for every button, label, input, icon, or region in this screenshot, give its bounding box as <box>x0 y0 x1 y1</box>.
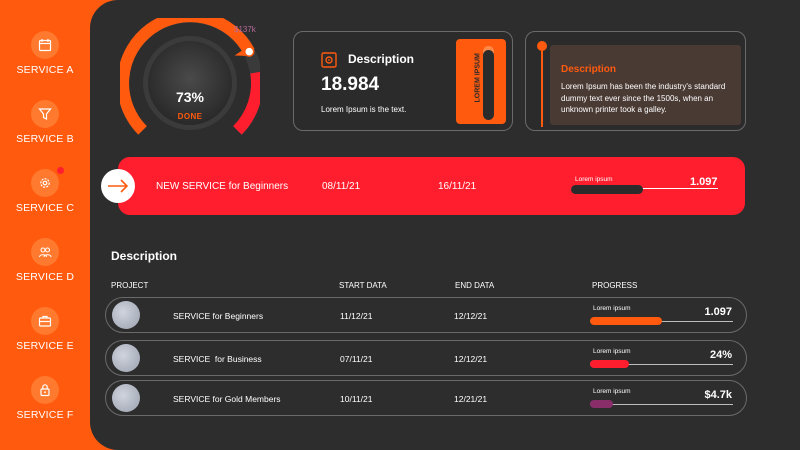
header-end: END DATA <box>455 281 495 290</box>
sidebar-item-service-e[interactable]: SERVICE E <box>0 307 90 367</box>
row-progress-label: Lorem ipsum <box>593 388 631 395</box>
row-start-date: 10/11/21 <box>340 394 373 404</box>
card-title: Description <box>348 52 415 66</box>
row-progress-label: Lorem ipsum <box>593 305 631 312</box>
progress-gauge: 73% DONE <box>120 18 260 148</box>
arrow-button[interactable] <box>101 169 135 203</box>
gauge-graphic <box>120 18 260 135</box>
avatar <box>112 384 140 412</box>
banner-service-name: NEW SERVICE for Beginners <box>156 181 289 192</box>
banner-start-date: 08/11/21 <box>322 181 361 192</box>
sidebar-item-service-d[interactable]: SERVICE D <box>0 238 90 298</box>
row-progress-value: 24% <box>709 349 732 361</box>
row-start-date: 11/12/21 <box>340 311 373 321</box>
info-card: Description Lorem Ipsum has been the ind… <box>525 31 746 131</box>
avatar <box>112 344 140 372</box>
row-project-name: SERVICE for Business <box>173 354 262 364</box>
row-end-date: 12/21/21 <box>454 394 488 404</box>
row-progress-track <box>590 404 733 405</box>
banner-end-date: 16/11/21 <box>438 181 477 192</box>
vertical-bar-track <box>483 46 494 120</box>
sidebar-item-label: SERVICE E <box>16 340 74 352</box>
toolbox-icon <box>31 307 59 335</box>
table-row[interactable]: SERVICE for Gold Members 10/11/21 12/21/… <box>105 380 747 416</box>
gear-icon <box>31 169 59 197</box>
calendar-icon <box>31 31 59 59</box>
avatar <box>112 301 140 329</box>
sidebar: SERVICE A SERVICE B SERVICE C SERVICE D … <box>0 0 90 450</box>
sidebar-item-service-b[interactable]: SERVICE B <box>0 100 90 160</box>
sidebar-item-label: SERVICE B <box>16 133 74 145</box>
table-row[interactable]: SERVICE for Beginners 11/12/21 12/12/21 … <box>105 297 747 333</box>
sidebar-item-label: SERVICE C <box>15 202 75 214</box>
vertical-progress-bar: LOREM IPSUM <box>456 39 506 124</box>
table-row[interactable]: SERVICE for Business 07/11/21 12/12/21 L… <box>105 340 747 376</box>
row-progress-label: Lorem ipsum <box>593 348 631 355</box>
gauge-done-label: DONE <box>177 112 203 121</box>
row-end-date: 12/12/21 <box>454 311 488 321</box>
sidebar-item-label: SERVICE A <box>16 64 74 76</box>
info-card-body <box>550 45 741 125</box>
header-project: PROJECT <box>111 281 149 290</box>
row-progress-value: $4.7k <box>704 389 732 401</box>
gauge-value-label: $137k <box>234 25 256 34</box>
vertical-bar-fill <box>483 49 494 120</box>
header-progress: PROGRESS <box>592 281 638 290</box>
sidebar-item-label: SERVICE D <box>15 271 75 283</box>
filter-icon <box>31 100 59 128</box>
timeline-line <box>541 45 543 127</box>
gauge-percent: 73% <box>175 89 205 105</box>
row-progress-track <box>590 321 733 322</box>
arrow-right-icon <box>108 179 129 193</box>
sidebar-item-label: SERVICE F <box>16 409 74 421</box>
card-value: 18.984 <box>321 74 380 95</box>
row-progress-fill <box>590 360 629 368</box>
people-icon <box>31 238 59 266</box>
sidebar-item-service-f[interactable]: SERVICE F <box>0 376 90 436</box>
row-progress-track <box>590 364 733 365</box>
card-text: Lorem Ipsum is the text. <box>321 105 407 114</box>
row-progress-fill <box>590 400 613 408</box>
row-project-name: SERVICE for Gold Members <box>173 394 281 404</box>
banner-progress-track <box>571 188 718 189</box>
row-end-date: 12/12/21 <box>454 354 488 364</box>
row-progress-fill <box>590 317 662 325</box>
description-card: Description 18.984 Lorem Ipsum is the te… <box>293 31 513 131</box>
sidebar-item-service-c[interactable]: SERVICE C <box>0 167 90 229</box>
row-project-name: SERVICE for Beginners <box>173 311 264 321</box>
banner-progress-value: 1.097 <box>690 176 718 188</box>
safe-icon <box>321 52 337 68</box>
sidebar-item-service-a[interactable]: SERVICE A <box>0 31 90 91</box>
info-card-text: Lorem Ipsum has been the industry's stan… <box>561 82 726 114</box>
info-card-title: Description <box>561 64 617 75</box>
banner-progress-fill <box>571 185 644 194</box>
vertical-bar-label: LOREM IPSUM <box>474 53 482 103</box>
notification-dot <box>57 167 64 174</box>
timeline-dot <box>537 41 547 51</box>
table-title: Description <box>111 249 178 263</box>
row-start-date: 07/11/21 <box>340 354 373 364</box>
row-progress-value: 1.097 <box>704 306 732 318</box>
banner-progress-label: Lorem ipsum <box>575 176 613 183</box>
lock-icon <box>31 376 59 404</box>
header-start: START DATA <box>339 281 387 290</box>
